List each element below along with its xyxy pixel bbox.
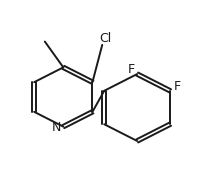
Text: F: F: [174, 81, 181, 94]
Text: Cl: Cl: [99, 32, 112, 45]
Text: N: N: [52, 121, 61, 134]
Text: F: F: [128, 63, 135, 76]
